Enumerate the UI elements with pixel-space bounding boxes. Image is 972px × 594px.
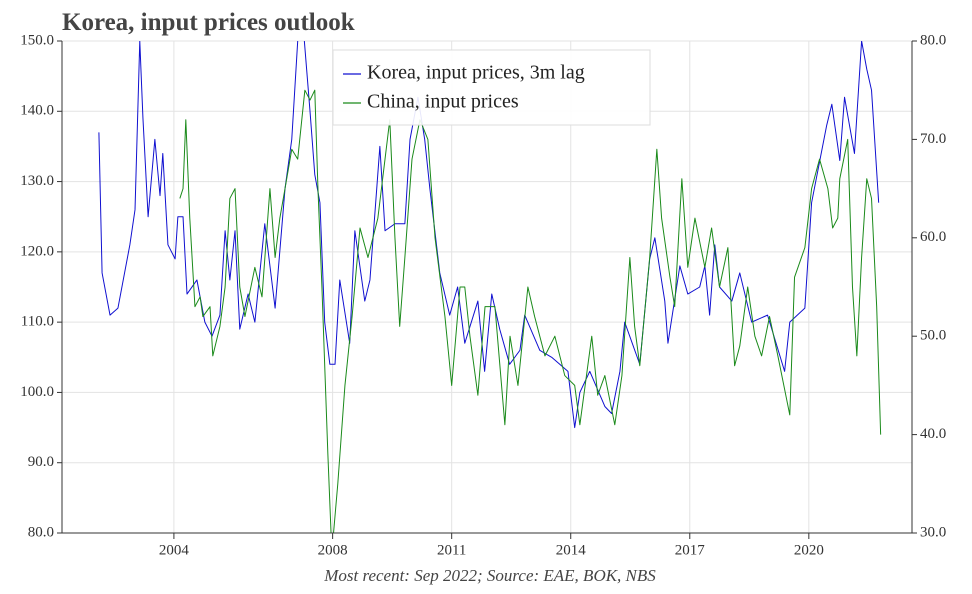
- legend: Korea, input prices, 3m lag China, input …: [332, 49, 651, 126]
- x-tick-label: 2008: [318, 542, 348, 558]
- legend-box: [332, 49, 651, 126]
- y-tick-label: 140.0: [20, 103, 54, 119]
- source-note: Most recent: Sep 2022; Source: EAE, BOK,…: [323, 566, 656, 585]
- y-tick-label: 120.0: [20, 243, 54, 259]
- series-line: [98, 41, 880, 429]
- x-tick-label: 2014: [556, 542, 587, 558]
- x-tick-label: 2017: [675, 542, 706, 558]
- y2-tick-label: 60.0: [920, 229, 946, 245]
- y-tick-label: 100.0: [20, 384, 54, 400]
- plot-area: [98, 41, 882, 533]
- y-tick-label: 90.0: [28, 454, 54, 470]
- series-line: [179, 89, 882, 533]
- y-tick-label: 150.0: [20, 32, 54, 48]
- y-tick-label: 110.0: [21, 314, 54, 330]
- y2-tick-label: 30.0: [920, 524, 946, 540]
- y2-tick-label: 50.0: [920, 328, 946, 344]
- axes: 80.0 90.0 100.0 110.0 120.0 130.0 140.0 150.0 30…: [20, 32, 946, 558]
- y2-tick-label: 40.0: [920, 426, 946, 442]
- y-tick-label: 80.0: [28, 524, 54, 540]
- legend-label: China, input prices: [367, 91, 519, 113]
- y2-tick-label: 70.0: [920, 131, 946, 147]
- y2-tick-label: 80.0: [920, 32, 946, 48]
- x-tick-label: 2011: [437, 542, 466, 558]
- chart-title: Korea, input prices outlook: [62, 9, 355, 36]
- x-tick-label: 2004: [159, 542, 190, 558]
- x-tick-label: 2020: [794, 542, 824, 558]
- y-tick-label: 130.0: [20, 173, 54, 189]
- legend-label: Korea, input prices, 3m lag: [367, 62, 585, 84]
